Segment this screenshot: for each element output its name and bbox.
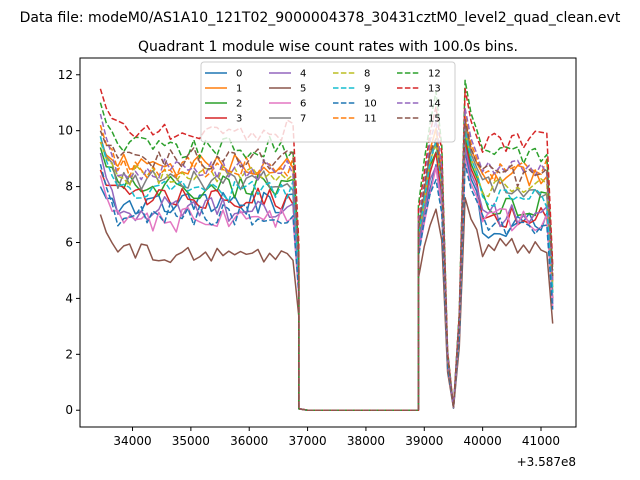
series-line-9 xyxy=(99,129,554,411)
x-tick-label: 38000 xyxy=(347,434,385,448)
series-line-3 xyxy=(99,141,554,411)
legend-label-12: 12 xyxy=(428,69,441,80)
series-line-11 xyxy=(99,113,554,411)
legend-label-5: 5 xyxy=(300,84,306,95)
y-tick-label: 6 xyxy=(65,236,73,250)
y-tick-label: 0 xyxy=(65,403,73,417)
series-line-8 xyxy=(99,129,554,411)
legend-label-9: 9 xyxy=(364,84,370,95)
legend-label-13: 13 xyxy=(428,84,441,95)
legend-label-3: 3 xyxy=(236,114,242,125)
series-line-10 xyxy=(99,163,554,411)
x-tick-label: 41000 xyxy=(522,434,560,448)
x-tick-label: 37000 xyxy=(288,434,326,448)
y-tick-label: 4 xyxy=(65,291,73,305)
legend-label-2: 2 xyxy=(236,99,242,110)
legend-label-1: 1 xyxy=(236,84,242,95)
legend-label-10: 10 xyxy=(364,99,377,110)
chart-suptitle: Data file: modeM0/AS1A10_121T02_90000043… xyxy=(20,10,621,26)
x-tick-label: 34000 xyxy=(113,434,151,448)
legend-label-15: 15 xyxy=(428,114,441,125)
legend-label-11: 11 xyxy=(364,114,377,125)
series-line-4 xyxy=(99,146,554,411)
y-tick-label: 2 xyxy=(65,347,73,361)
x-tick-label: 39000 xyxy=(405,434,443,448)
legend-label-14: 14 xyxy=(428,99,441,110)
legend-label-4: 4 xyxy=(300,69,306,80)
legend-label-0: 0 xyxy=(236,69,242,80)
x-tick-label: 35000 xyxy=(172,434,210,448)
y-tick-label: 12 xyxy=(58,68,73,82)
legend-label-6: 6 xyxy=(300,99,306,110)
series-line-15 xyxy=(99,118,554,411)
legend-label-7: 7 xyxy=(300,114,306,125)
x-tick-label: 36000 xyxy=(230,434,268,448)
series-line-5 xyxy=(99,197,554,411)
series-line-12 xyxy=(99,79,554,411)
x-tick-label: 40000 xyxy=(464,434,502,448)
legend-label-8: 8 xyxy=(364,69,370,80)
x-axis: 34000 35000 36000 37000 38000 39000 40000 41000 xyxy=(113,427,560,448)
series-line-7 xyxy=(99,124,554,411)
chart-title: Quadrant 1 module wise count rates with … xyxy=(138,39,518,55)
x-offset-label: +3.587e8 xyxy=(517,455,576,469)
y-tick-label: 8 xyxy=(65,180,73,194)
series-layer xyxy=(99,79,554,411)
y-tick-label: 10 xyxy=(58,124,73,138)
legend-box xyxy=(200,61,456,143)
series-line-13 xyxy=(99,88,554,411)
y-axis: 0 2 4 6 8 10 12 xyxy=(58,68,80,417)
